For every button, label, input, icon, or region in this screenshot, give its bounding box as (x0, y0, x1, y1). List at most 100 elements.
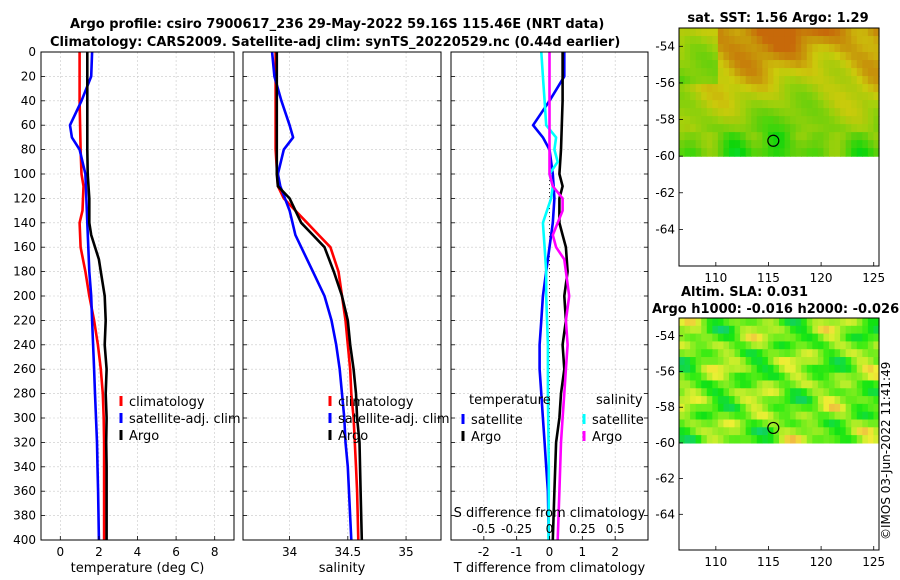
heatmap-cell (856, 411, 863, 421)
heatmap-cell (784, 341, 791, 350)
heatmap-cell (723, 84, 730, 93)
heatmap-cell (767, 341, 775, 350)
heatmap-cell (812, 349, 819, 358)
heatmap-cell (751, 84, 758, 93)
heatmap-cell (851, 100, 858, 109)
heatmap-cell (695, 92, 702, 101)
heatmap-cell (762, 427, 769, 436)
heatmap-cell (851, 36, 858, 45)
heatmap-cell (701, 435, 708, 444)
heatmap-cell (801, 84, 808, 93)
heatmap-cell (790, 333, 797, 343)
heatmap-cell (823, 100, 830, 109)
heatmap-cell (829, 388, 836, 397)
heatmap-cell (773, 372, 780, 382)
heatmap-cell (817, 124, 825, 133)
heatmap-cell (723, 28, 730, 37)
heatmap-cell (690, 325, 697, 335)
heatmap-cell (779, 52, 786, 61)
heatmap-cell (840, 357, 847, 366)
heatmap-cell (679, 148, 686, 157)
heatmap-cell (729, 435, 736, 444)
heatmap-cell (790, 372, 797, 382)
heatmap-cell (712, 380, 719, 389)
heatmap-cell (762, 403, 769, 413)
x-tick-label: 120 (810, 555, 833, 569)
heatmap-cell (806, 84, 813, 93)
heatmap-cell (679, 419, 686, 428)
heatmap-cell (845, 68, 852, 77)
heatmap-cell (812, 341, 819, 350)
heatmap-cell (840, 435, 847, 444)
heatmap-cell (801, 364, 808, 374)
heatmap-cell (840, 60, 847, 69)
y-tick-label: 360 (13, 484, 36, 498)
heatmap-cell (729, 108, 736, 117)
heatmap-cell (684, 124, 691, 133)
heatmap-cell (701, 318, 708, 327)
profile-panel-temperature: 0204060801001201401601802002202402602803… (13, 45, 241, 576)
x-tick-label: 6 (172, 545, 180, 559)
heatmap-cell (834, 52, 841, 61)
heatmap-cell (734, 108, 741, 117)
heatmap-cell (767, 372, 775, 382)
heatmap-cell (834, 44, 841, 53)
heatmap-cell (817, 435, 825, 444)
heatmap-cell (812, 84, 819, 93)
heatmap-cell (862, 325, 869, 335)
heatmap-cell (701, 44, 708, 53)
heatmap-cell (840, 396, 847, 405)
heatmap-cell (729, 333, 736, 343)
heatmap-cell (801, 108, 808, 117)
heatmap-cell (740, 108, 747, 117)
heatmap-cell (784, 372, 791, 382)
heatmap-cell (784, 364, 791, 374)
heatmap-cell (706, 44, 713, 53)
heatmap-cell (779, 435, 786, 444)
heatmap-cell (773, 388, 780, 397)
heatmap-cell (729, 411, 736, 421)
heatmap-cell (840, 148, 847, 157)
heatmap-cell (740, 124, 747, 133)
y-tick-label: -62 (655, 186, 675, 200)
heatmap-cell (795, 435, 802, 444)
heatmap-cell (684, 28, 691, 37)
heatmap-cell (729, 349, 736, 358)
heatmap-cell (790, 92, 797, 101)
heatmap-cell (756, 28, 763, 37)
heatmap-cell (812, 435, 819, 444)
heatmap-cell (745, 372, 752, 382)
heatmap-cell (867, 364, 875, 374)
heatmap-cell (795, 140, 802, 149)
heatmap-cell (862, 403, 869, 413)
heatmap-cell (762, 411, 769, 421)
heatmap-cell (829, 76, 836, 85)
heatmap-cell (845, 396, 852, 405)
heatmap-cell (684, 388, 691, 397)
heatmap-cell (762, 92, 769, 101)
heatmap-cell (695, 419, 702, 428)
heatmap-cell (745, 403, 752, 413)
heatmap-cell (801, 116, 808, 125)
heatmap-cell (840, 403, 847, 413)
heatmap-cell (679, 357, 686, 366)
heatmap-cell (817, 325, 825, 335)
heatmap-cell (845, 92, 852, 101)
heatmap-cell (845, 419, 852, 428)
heatmap-cell (729, 372, 736, 382)
heatmap-cell (867, 100, 875, 109)
heatmap-cell (845, 140, 852, 149)
heatmap-cell (751, 60, 758, 69)
heatmap-cell (795, 36, 802, 45)
heatmap-cell (845, 341, 852, 350)
heatmap-cell (845, 100, 852, 109)
profile-panel-salinity: 34 34.5 35 salinity climatology satellite-adj… (242, 51, 450, 576)
heatmap-cell (834, 411, 841, 421)
heatmap-cell (767, 419, 775, 428)
heatmap-cell (823, 349, 830, 358)
heatmap-cell (862, 364, 869, 374)
heatmap-cell (712, 44, 719, 53)
heatmap-cell (729, 76, 736, 85)
heatmap-cell (767, 76, 775, 85)
heatmap-cell (706, 419, 713, 428)
